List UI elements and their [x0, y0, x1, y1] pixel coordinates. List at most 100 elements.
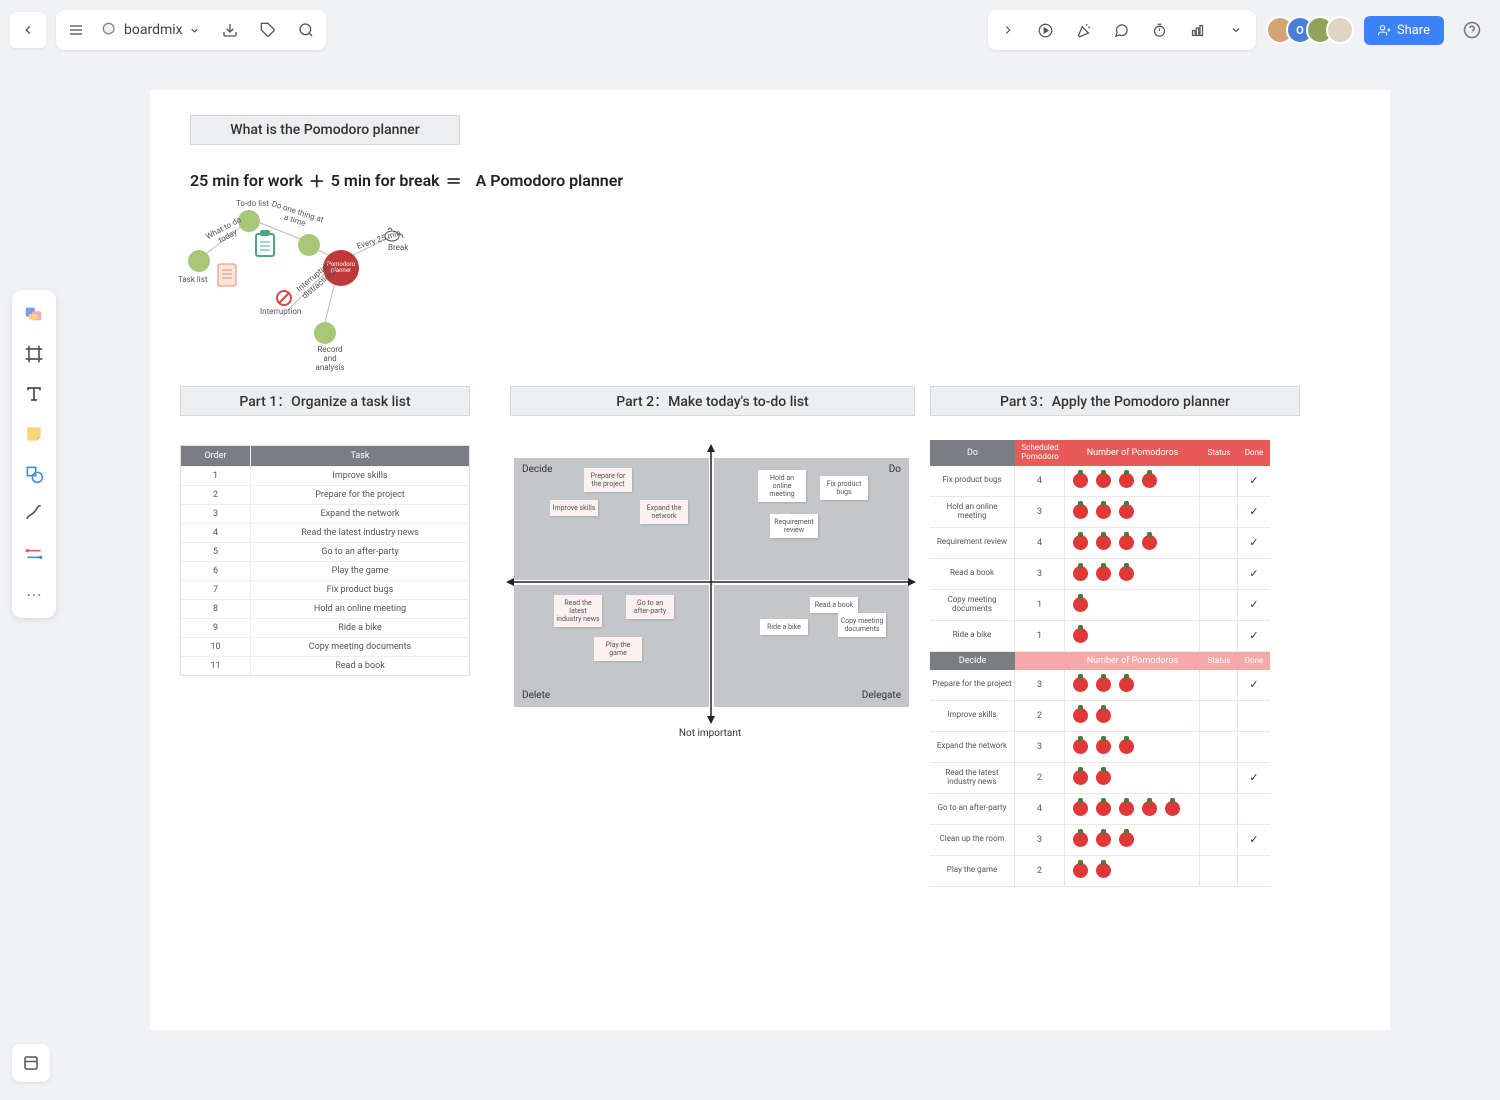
table-row: 2Prepare for the project: [181, 485, 469, 504]
cell-task: Read a book: [251, 657, 469, 675]
cell-order: 6: [181, 562, 251, 580]
cell-task: Play the game: [930, 856, 1015, 886]
comment-icon[interactable]: [1104, 12, 1140, 48]
tomato-icon: [1096, 677, 1111, 692]
more-tool[interactable]: ⋯: [16, 576, 52, 612]
formula-work: 25 min for work: [190, 171, 303, 190]
timer-icon[interactable]: [1142, 12, 1178, 48]
cell-sched: 3: [1015, 732, 1065, 762]
help-button[interactable]: [1454, 12, 1490, 48]
check-icon: ✓: [1249, 598, 1258, 611]
templates-tool[interactable]: [16, 296, 52, 332]
cell-pomodoros: [1065, 670, 1200, 700]
cell-task: Go to an after-party: [251, 543, 469, 561]
layers-button[interactable]: [12, 1044, 50, 1082]
cell-sched: 4: [1015, 794, 1065, 824]
flow-label-todo: To-do list: [236, 200, 269, 209]
sticky-note[interactable]: Prepare for the project: [584, 468, 632, 492]
table-row: Improve skills 2: [930, 701, 1270, 732]
cell-done: ✓: [1238, 466, 1270, 496]
tomato-icon: [1096, 739, 1111, 754]
download-button[interactable]: [212, 12, 248, 48]
cell-task: Ride a bike: [930, 621, 1015, 651]
canvas[interactable]: What is the Pomodoro planner 25 min for …: [150, 90, 1390, 1030]
cell-sched: 4: [1015, 466, 1065, 496]
sticky-note[interactable]: Fix product bugs: [820, 476, 868, 500]
tomato-icon: [1073, 597, 1088, 612]
sticky-note[interactable]: Go to an after-party: [626, 595, 674, 619]
frame-tool[interactable]: [16, 336, 52, 372]
cell-pomodoros: [1065, 825, 1200, 855]
p1-col-order: Order: [181, 446, 251, 466]
axis-notimportant: Not important: [670, 728, 750, 739]
sticky-tool[interactable]: [16, 416, 52, 452]
check-icon: ✓: [1249, 536, 1258, 549]
flow-node-record: [314, 322, 336, 344]
tag-button[interactable]: [250, 12, 286, 48]
cell-done: ✓: [1238, 670, 1270, 700]
cell-order: 11: [181, 657, 251, 675]
more-dropdown-icon[interactable]: [1218, 12, 1254, 48]
back-button[interactable]: [10, 12, 46, 48]
connector-tool[interactable]: [16, 536, 52, 572]
cell-done: ✓: [1238, 497, 1270, 527]
cell-status: [1200, 559, 1238, 589]
table-row: 11Read a book: [181, 656, 469, 675]
chart-icon[interactable]: [1180, 12, 1216, 48]
cell-task: Improve skills: [251, 467, 469, 485]
avatar[interactable]: [1326, 16, 1354, 44]
cell-sched: 3: [1015, 670, 1065, 700]
sticky-note[interactable]: Expand the network: [640, 500, 688, 524]
tomato-icon: [1096, 832, 1111, 847]
tomato-icon: [1165, 801, 1180, 816]
sticky-note[interactable]: Play the game: [594, 637, 642, 661]
sticky-note[interactable]: Ride a bike: [760, 619, 808, 635]
cell-task: Expand the network: [251, 505, 469, 523]
cell-sched: 1: [1015, 590, 1065, 620]
share-button[interactable]: Share: [1364, 16, 1444, 45]
flow-node-mid: [298, 234, 320, 256]
cell-status: [1200, 621, 1238, 651]
cell-done: ✓: [1238, 590, 1270, 620]
tomato-icon: [1142, 801, 1157, 816]
pen-tool[interactable]: [16, 496, 52, 532]
check-icon: ✓: [1249, 678, 1258, 691]
sticky-note[interactable]: Requirement review: [770, 514, 818, 538]
formula-break: 5 min for break: [331, 171, 440, 190]
topbar-left: boardmix: [10, 10, 326, 50]
shape-tool[interactable]: [16, 456, 52, 492]
sticky-note[interactable]: Copy meeting documents: [838, 613, 886, 637]
play-icon[interactable]: [1028, 12, 1064, 48]
avatars[interactable]: O: [1266, 16, 1354, 44]
table-row: Ride a bike 1 ✓: [930, 621, 1270, 652]
topbar: boardmix O Share: [10, 10, 1490, 50]
search-button[interactable]: [288, 12, 324, 48]
sticky-note[interactable]: Hold an online meeting: [758, 470, 806, 502]
header-what: What is the Pomodoro planner: [190, 115, 460, 145]
confetti-icon[interactable]: [1066, 12, 1102, 48]
flow-label-record: Record and analysis: [310, 346, 350, 372]
menu-button[interactable]: [58, 12, 94, 48]
cell-task: Read the latest industry news: [251, 524, 469, 542]
tomato-icon: [1096, 473, 1111, 488]
p1-table: Order Task 1Improve skills2Prepare for t…: [180, 445, 470, 676]
cell-sched: 1: [1015, 621, 1065, 651]
p3h2-num: Number of Pomodoros: [1065, 652, 1200, 670]
share-label: Share: [1397, 23, 1430, 38]
table-row: 3Expand the network: [181, 504, 469, 523]
p3h2-do: Decide: [930, 652, 1015, 670]
expand-icon[interactable]: [990, 12, 1026, 48]
table-row: 5Go to an after-party: [181, 542, 469, 561]
doc-group: boardmix: [56, 10, 326, 50]
tomato-icon: [1119, 473, 1134, 488]
p3h-status: Status: [1200, 440, 1238, 466]
tomato-icon: [1073, 504, 1088, 519]
cell-pomodoros: [1065, 621, 1200, 651]
sticky-note[interactable]: Improve skills: [550, 500, 598, 516]
p1-table-head: Order Task: [181, 446, 469, 466]
sticky-note[interactable]: Read the latest industry news: [554, 595, 602, 627]
sticky-note[interactable]: Read a book: [810, 597, 858, 613]
doc-title[interactable]: boardmix: [96, 22, 210, 38]
text-tool[interactable]: [16, 376, 52, 412]
formula: 25 min for work ＋ 5 min for break ＝ A Po…: [190, 168, 623, 192]
